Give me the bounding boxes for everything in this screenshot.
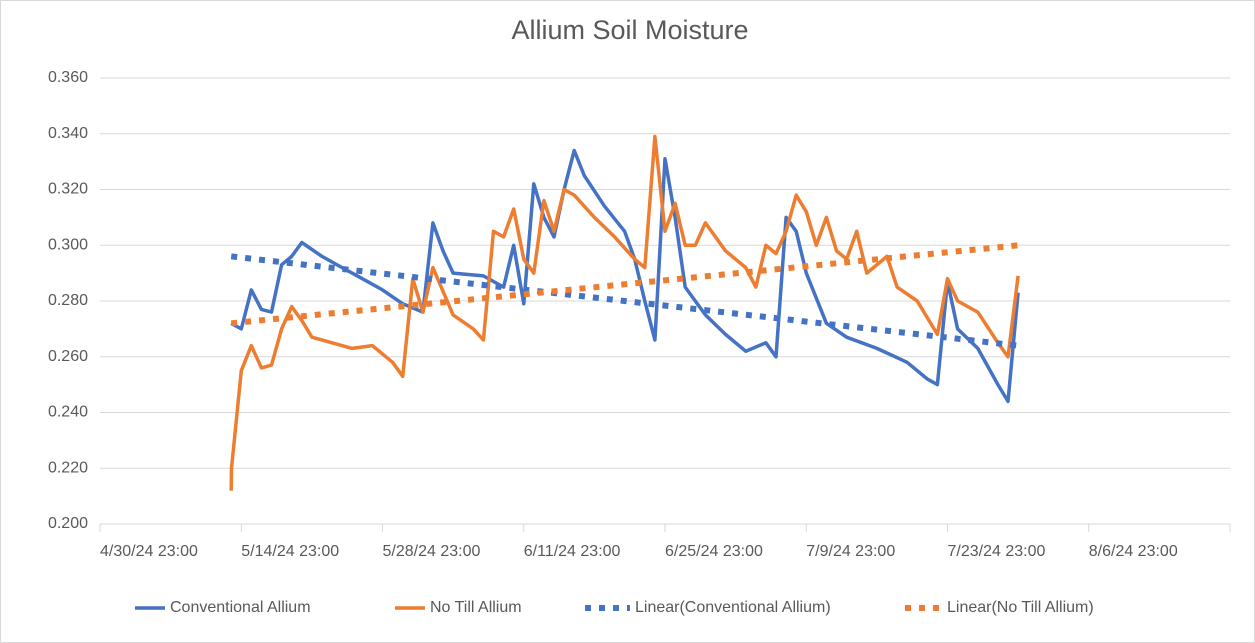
trend-line (230, 242, 1019, 327)
y-tick-label: 0.280 (48, 292, 88, 309)
series-line (229, 134, 1020, 491)
legend-label: No Till Allium (430, 599, 522, 616)
y-tick-label: 0.340 (48, 125, 88, 142)
y-tick-label: 0.220 (48, 459, 88, 476)
x-tick-label: 7/23/24 23:00 (948, 543, 1046, 560)
y-tick-label: 0.360 (48, 69, 88, 86)
x-tick-label: 7/9/24 23:00 (806, 543, 895, 560)
legend-label: Linear(Conventional Allium) (635, 599, 831, 616)
series-line (230, 148, 1020, 404)
x-tick-label: 6/11/24 23:00 (524, 543, 621, 560)
x-tick-label: 5/14/24 23:00 (241, 543, 339, 560)
y-tick-label: 0.260 (48, 348, 88, 365)
x-tick-label: 5/28/24 23:00 (383, 543, 481, 560)
y-tick-label: 0.200 (48, 515, 88, 532)
trend-line (230, 253, 1019, 349)
legend-label: Conventional Allium (170, 599, 311, 616)
x-tick-label: 4/30/24 23:00 (100, 543, 198, 560)
legend-label: Linear(No Till Allium) (947, 599, 1094, 616)
y-tick-label: 0.240 (48, 404, 88, 421)
y-tick-label: 0.300 (48, 236, 88, 253)
x-tick-label: 6/25/24 23:00 (665, 543, 763, 560)
chart-title: Allium Soil Moisture (511, 15, 748, 45)
x-tick-label: 8/6/24 23:00 (1089, 543, 1178, 560)
y-tick-label: 0.320 (48, 181, 88, 198)
